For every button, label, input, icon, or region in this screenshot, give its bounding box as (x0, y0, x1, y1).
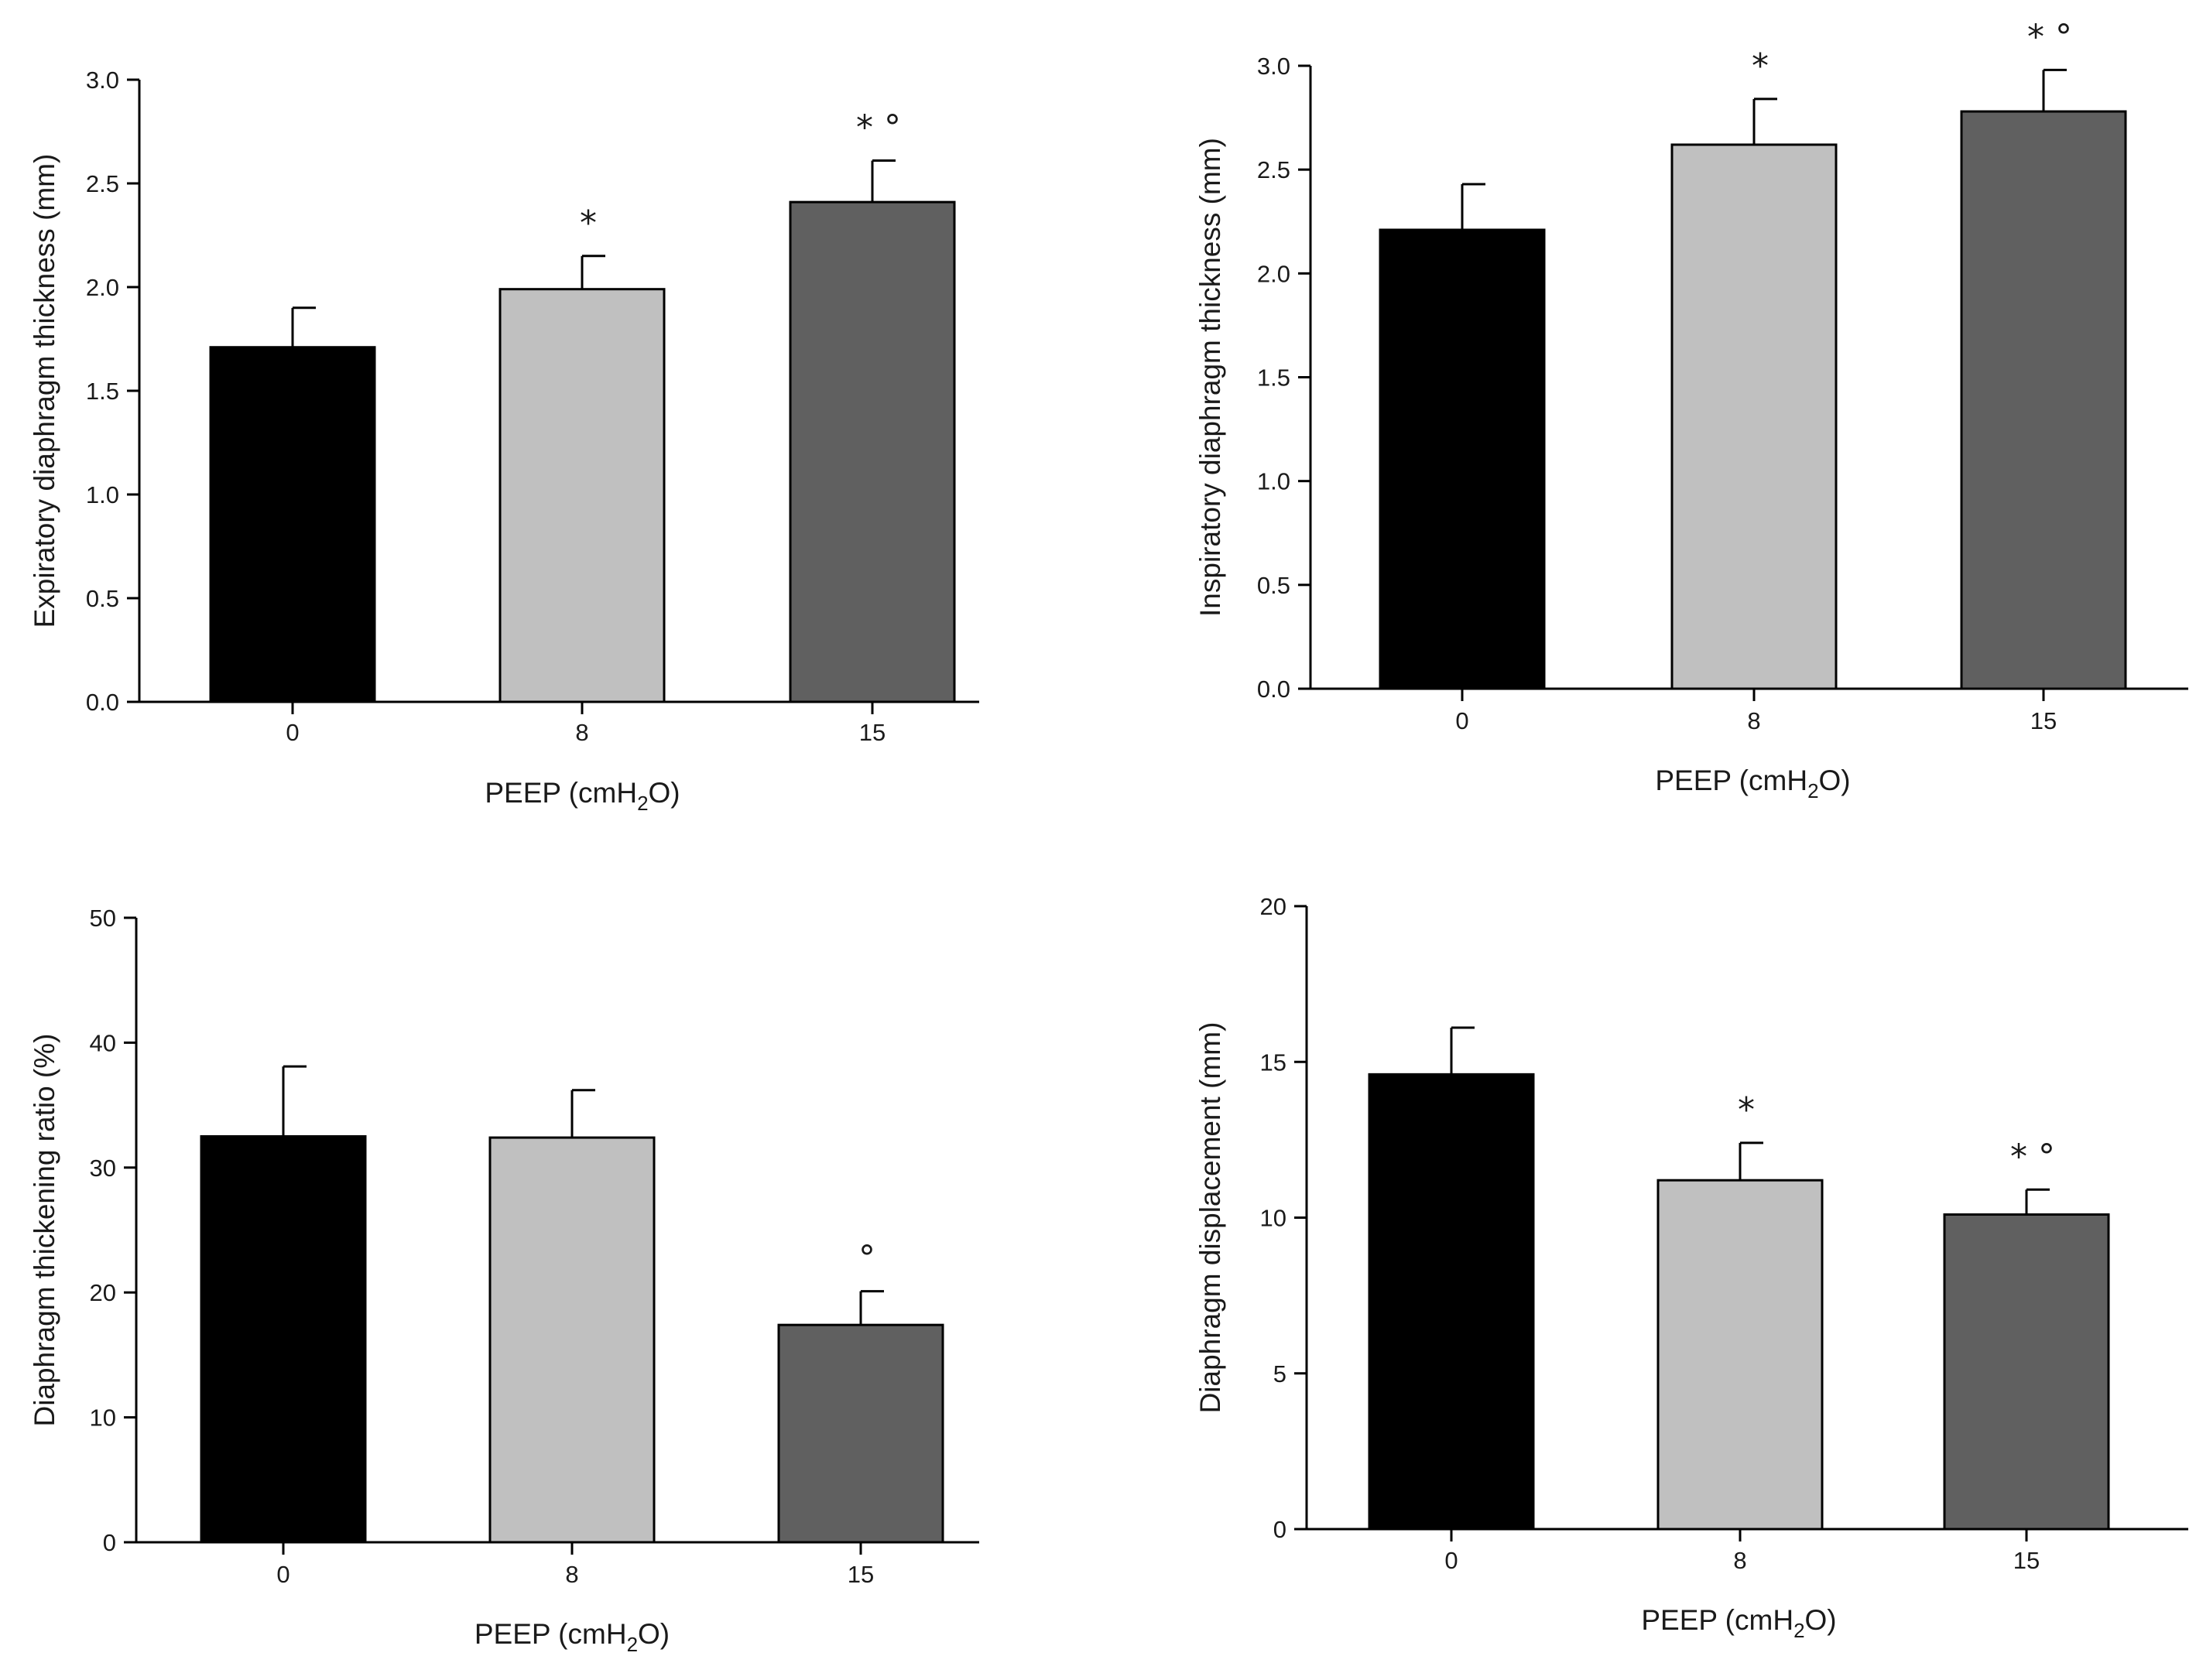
bar (1368, 1073, 1535, 1531)
x-tick-label: 8 (1733, 1547, 1746, 1574)
bar (209, 346, 376, 703)
x-tick-label: 8 (575, 719, 588, 746)
panel-displacement: 0 5 10 15 20 0 8 * 15 * ° Diaphragm displacement (… (1194, 893, 2188, 1642)
y-tick-label: 10 (90, 1405, 116, 1432)
y-axis-title: Expiratory diaphragm thickness (mm) (29, 154, 60, 628)
y-tick-label: 0.0 (86, 689, 119, 716)
significance-marker: * (1752, 46, 1769, 86)
y-tick-label: 0 (103, 1529, 116, 1556)
y-tick-label: 1.0 (1257, 468, 1290, 495)
x-axis-title-end: O) (1819, 765, 1851, 796)
x-tick-label: 8 (1747, 707, 1760, 734)
significance-marker: * (580, 204, 597, 243)
bar (1943, 1213, 2110, 1531)
x-tick-label: 15 (848, 1561, 874, 1588)
x-axis-title-main: PEEP (cmH (1655, 765, 1807, 796)
x-axis-title: PEEP (cmH2O) (1655, 765, 1850, 802)
y-tick-label: 2.0 (86, 274, 119, 301)
y-tick-label: 10 (1260, 1205, 1286, 1232)
panel-expiratory-thickness: 0.0 0.5 1.0 1.5 2.0 2.5 3.0 0 8 * 15 * ° Expiratory … (29, 67, 979, 815)
bar (1960, 110, 2127, 690)
y-tick-label: 0.5 (1257, 572, 1290, 599)
y-tick-label: 15 (1260, 1049, 1286, 1076)
x-axis-title-main: PEEP (cmH (485, 777, 637, 809)
y-tick-label: 1.5 (1257, 364, 1290, 392)
y-tick-label: 2.5 (1257, 156, 1290, 183)
x-tick-label: 0 (1444, 1547, 1458, 1574)
x-tick-label: 0 (1455, 707, 1468, 734)
x-tick-label: 15 (2030, 707, 2057, 734)
y-tick-label: 3.0 (1257, 53, 1290, 80)
y-tick-label: 20 (90, 1279, 116, 1306)
significance-marker: * ° (2010, 1137, 2055, 1176)
bar (488, 1136, 656, 1544)
x-tick-label: 0 (286, 719, 299, 746)
y-tick-label: 50 (90, 905, 116, 932)
x-tick-label: 0 (276, 1561, 289, 1588)
x-axis-title-end: O) (1805, 1604, 1837, 1636)
y-axis-title: Diaphragm displacement (mm) (1194, 1022, 1226, 1414)
y-tick-label: 0.5 (86, 585, 119, 612)
y-axis-title: Diaphragm thickening ratio (%) (29, 1034, 60, 1427)
significance-marker: ° (858, 1239, 875, 1278)
x-axis-title-main: PEEP (cmH (1641, 1604, 1793, 1636)
panel-inspiratory-thickness: 0.0 0.5 1.0 1.5 2.0 2.5 3.0 0 8 * 15 * ° Inspiratory… (1194, 17, 2188, 802)
x-axis-title: PEEP (cmH2O) (474, 1618, 670, 1656)
bar (789, 200, 956, 703)
significance-marker: * (1738, 1090, 1755, 1130)
x-axis-title-end: O) (638, 1618, 670, 1650)
y-tick-label: 40 (90, 1029, 116, 1056)
y-tick-label: 0.0 (1257, 676, 1290, 703)
bar (777, 1323, 944, 1544)
y-tick-label: 20 (1260, 893, 1286, 920)
y-tick-label: 1.5 (86, 378, 119, 405)
x-tick-label: 8 (565, 1561, 578, 1588)
x-tick-label: 15 (2013, 1547, 2040, 1574)
x-axis-title-subscript: 2 (1807, 779, 1818, 802)
y-tick-label: 5 (1273, 1360, 1286, 1387)
y-tick-label: 1.0 (86, 481, 119, 508)
x-axis-title-main: PEEP (cmH (474, 1618, 627, 1650)
panel-thickening-ratio: 0 10 20 30 40 50 0 8 15 ° Diaphragm thickening rat… (29, 905, 979, 1656)
y-tick-label: 2.5 (86, 170, 119, 197)
significance-marker: * ° (856, 108, 901, 148)
x-axis-title: PEEP (cmH2O) (1641, 1604, 1836, 1642)
y-tick-label: 2.0 (1257, 260, 1290, 287)
y-tick-label: 30 (90, 1155, 116, 1182)
bar (1656, 1179, 1824, 1531)
x-axis-title: PEEP (cmH2O) (485, 777, 680, 815)
x-axis-title-subscript: 2 (627, 1633, 638, 1656)
bar (1379, 228, 1546, 690)
y-axis-title: Inspiratory diaphragm thickness (mm) (1194, 138, 1226, 617)
x-tick-label: 15 (859, 719, 886, 746)
x-axis-title-end: O) (649, 777, 680, 809)
y-tick-label: 0 (1273, 1516, 1286, 1543)
y-tick-label: 3.0 (86, 67, 119, 94)
bar (200, 1134, 367, 1544)
x-axis-title-subscript: 2 (1793, 1619, 1804, 1642)
significance-marker: * ° (2027, 17, 2072, 56)
bar (1670, 143, 1838, 690)
bar (498, 288, 666, 703)
x-axis-title-subscript: 2 (637, 792, 648, 815)
